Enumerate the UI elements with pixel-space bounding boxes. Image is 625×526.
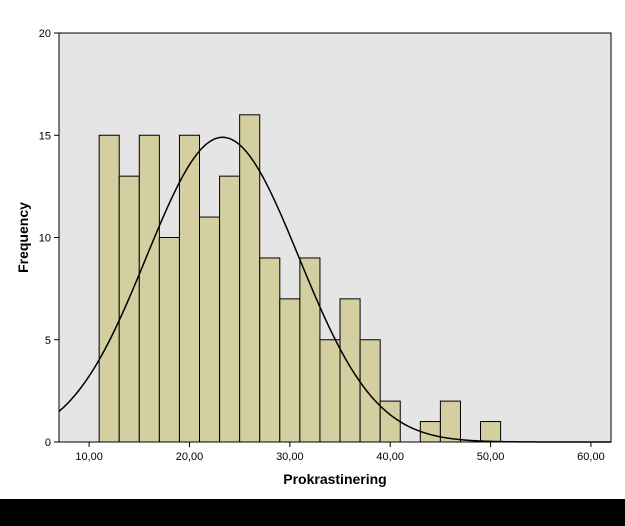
y-tick-label: 0	[45, 437, 51, 449]
histogram-bar	[319, 339, 341, 443]
histogram-bar	[480, 421, 502, 443]
histogram-bar	[339, 298, 361, 443]
normal-curve	[58, 136, 611, 443]
x-tick-label: 10,00	[75, 451, 103, 463]
x-tick-label: 50,00	[477, 451, 505, 463]
bottom-bar	[0, 499, 625, 526]
x-axis-title: Prokrastinering	[283, 471, 386, 487]
bars-group	[98, 114, 502, 443]
histogram-bar	[359, 339, 381, 443]
histogram-bar	[439, 400, 461, 443]
histogram-bar	[379, 400, 401, 443]
histogram-bar	[98, 134, 120, 443]
histogram-bar	[239, 114, 261, 443]
y-tick-label: 20	[39, 28, 51, 40]
y-tick-label: 10	[39, 233, 51, 245]
histogram-bar	[178, 134, 201, 443]
y-tick-label: 5	[45, 335, 51, 347]
y-tick-label: 15	[39, 130, 51, 142]
x-tick-label: 20,00	[176, 451, 204, 463]
x-tick-label: 60,00	[577, 451, 605, 463]
axes-group: 0 5 10 15 20 10,00 20,00 30,00 40,00 50,00 60,00	[39, 28, 605, 463]
histogram-bar	[118, 175, 140, 443]
histogram-bar	[158, 237, 180, 443]
y-axis-title: Frequency	[15, 202, 31, 273]
histogram-bar	[259, 257, 281, 443]
histogram-bar	[219, 175, 241, 443]
chart-svg: 0 5 10 15 20 10,00 20,00 30,00 40,00 50,00 60,00 P…	[15, 28, 612, 487]
histogram-bar	[279, 298, 301, 443]
histogram-bar	[138, 134, 160, 443]
x-tick-label: 40,00	[376, 451, 404, 463]
histogram-bar	[199, 216, 221, 443]
x-tick-label: 30,00	[276, 451, 304, 463]
